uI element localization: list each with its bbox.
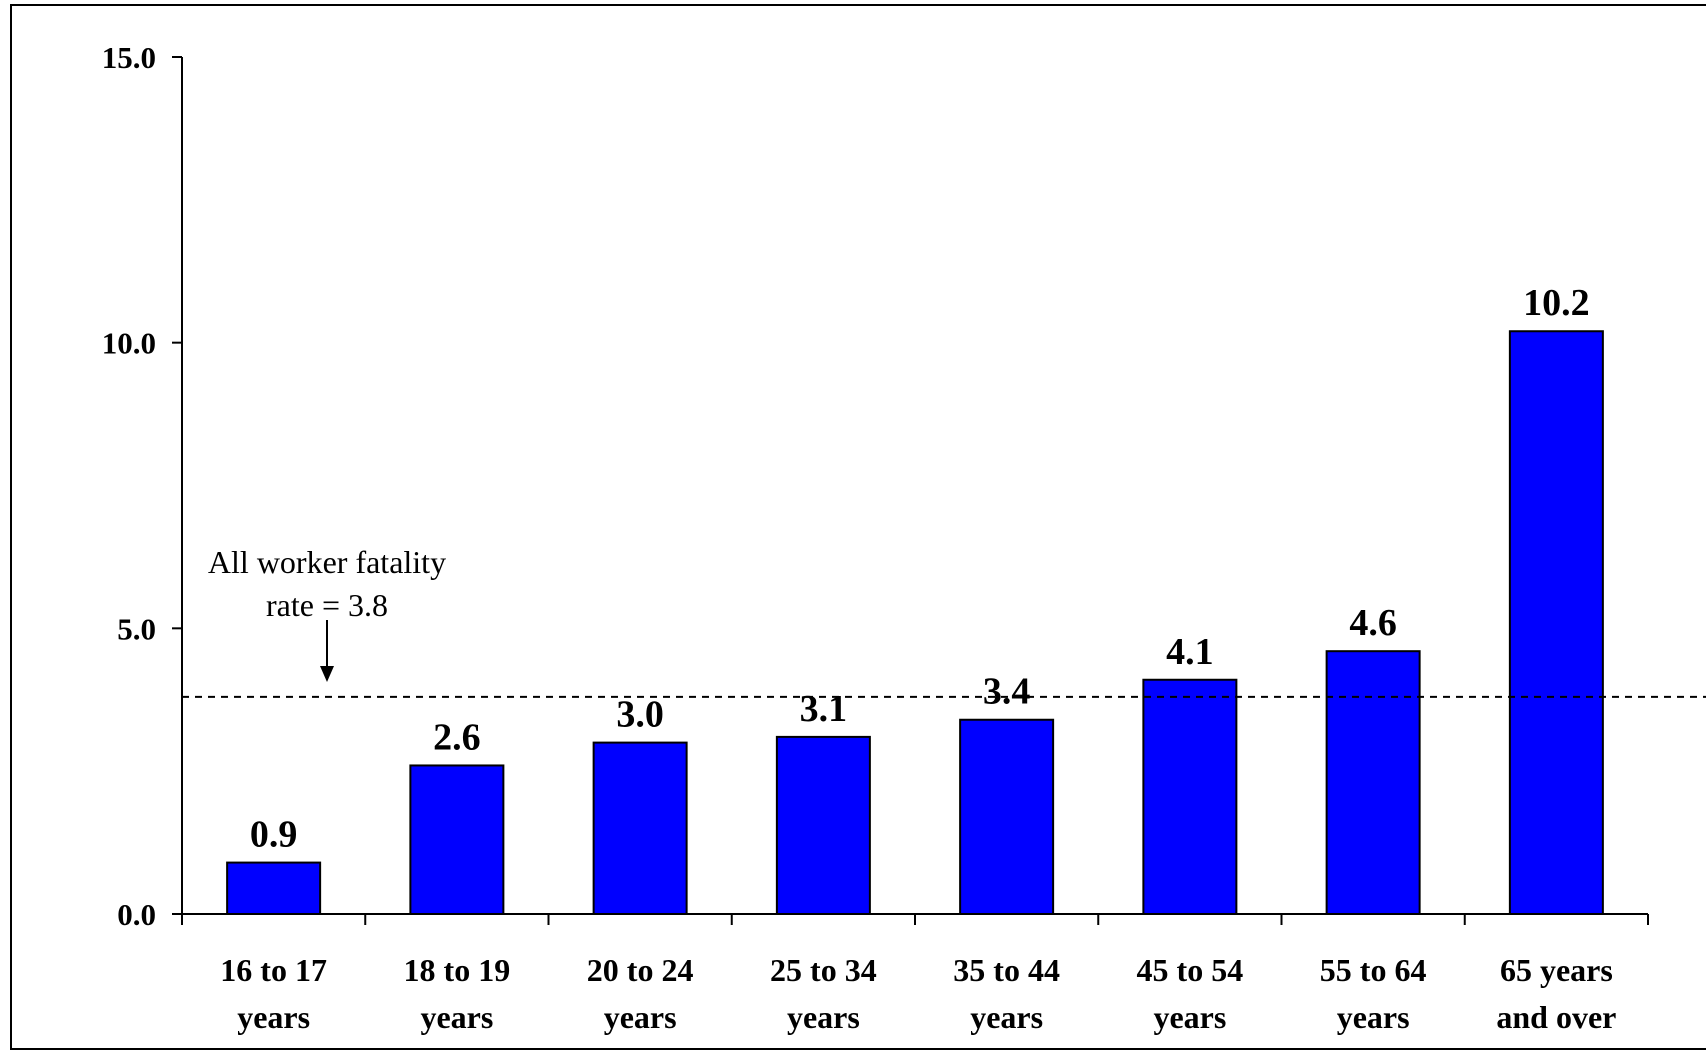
x-category-label: years [1153, 999, 1226, 1035]
bar [1508, 330, 1604, 915]
x-category-label: years [1337, 999, 1410, 1035]
x-category-label: 25 to 34 [770, 952, 877, 988]
bar-value-label: 3.1 [800, 688, 848, 730]
y-tick-label: 15.0 [102, 40, 156, 75]
x-category-label: 55 to 64 [1320, 952, 1427, 988]
bar-value-label: 2.6 [433, 716, 481, 758]
bar-value-label: 3.0 [616, 694, 664, 736]
bar-value-label: 4.1 [1166, 631, 1214, 673]
bar [592, 741, 688, 915]
bar-value-label: 4.6 [1349, 602, 1397, 644]
bar [1325, 650, 1421, 915]
y-tick-label: 5.0 [117, 611, 156, 646]
x-category-label: and over [1496, 999, 1616, 1035]
bar [409, 764, 505, 915]
y-tick-label: 0.0 [117, 897, 156, 932]
x-category-label: 20 to 24 [587, 952, 694, 988]
y-tick-label: 10.0 [102, 326, 156, 361]
x-category-label: years [237, 999, 310, 1035]
x-category-label: years [787, 999, 860, 1035]
bar [959, 718, 1055, 915]
bar-value-label: 0.9 [250, 814, 298, 856]
x-category-label: years [970, 999, 1043, 1035]
bar [1142, 678, 1238, 916]
x-category-label: years [604, 999, 677, 1035]
bar-value-label: 3.4 [983, 671, 1031, 713]
bar-value-label: 10.2 [1523, 282, 1590, 324]
x-category-label: years [420, 999, 493, 1035]
bar [226, 861, 322, 916]
reference-annotation: All worker fatality [208, 544, 446, 580]
x-category-label: 16 to 17 [220, 952, 327, 988]
x-category-label: 35 to 44 [953, 952, 1060, 988]
x-category-label: 18 to 19 [404, 952, 511, 988]
annotation-arrow-head [320, 666, 334, 682]
reference-annotation: rate = 3.8 [266, 587, 388, 623]
x-category-label: 45 to 54 [1137, 952, 1244, 988]
x-category-label: 65 years [1500, 952, 1613, 988]
bar [775, 735, 871, 915]
